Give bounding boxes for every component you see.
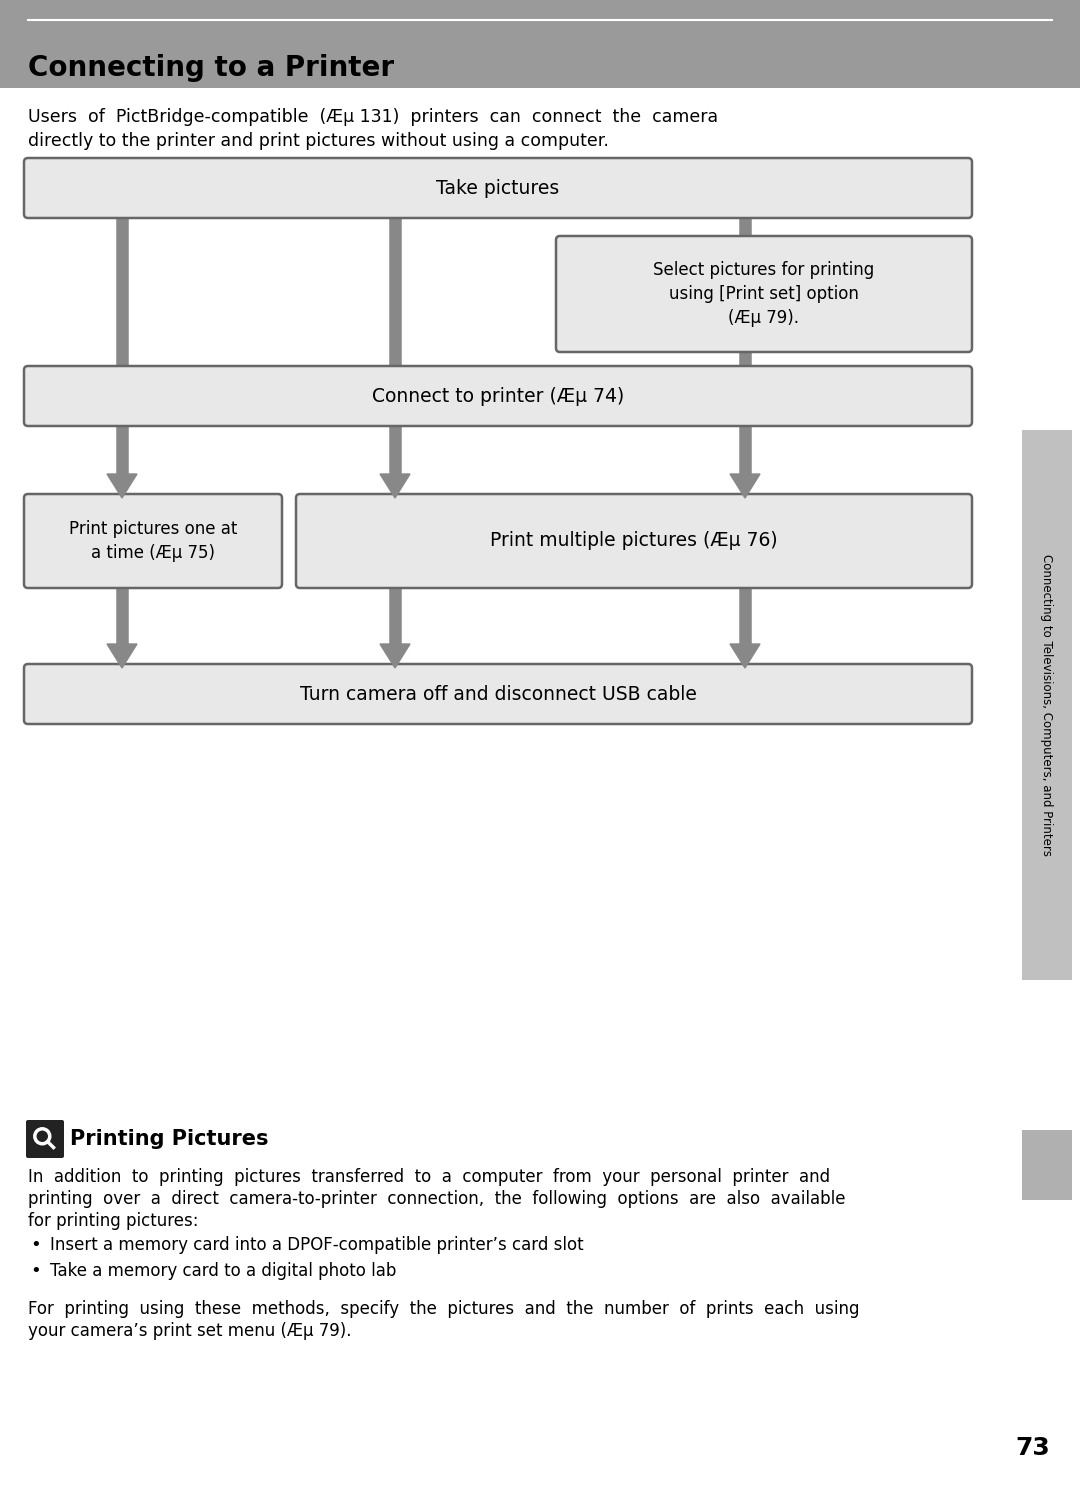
FancyBboxPatch shape [556, 236, 972, 352]
Polygon shape [730, 643, 760, 669]
Text: Print pictures one at
a time (Æµ 75): Print pictures one at a time (Æµ 75) [69, 520, 238, 562]
Text: printing  over  a  direct  camera-to-printer  connection,  the  following  optio: printing over a direct camera-to-printer… [28, 1190, 846, 1208]
Text: Connecting to Televisions, Computers, and Printers: Connecting to Televisions, Computers, an… [1040, 554, 1053, 856]
Text: your camera’s print set menu (Æµ 79).: your camera’s print set menu (Æµ 79). [28, 1323, 351, 1340]
Text: In  addition  to  printing  pictures  transferred  to  a  computer  from  your  : In addition to printing pictures transfe… [28, 1168, 831, 1186]
Text: directly to the printer and print pictures without using a computer.: directly to the printer and print pictur… [28, 132, 609, 150]
Text: Insert a memory card into a DPOF-compatible printer’s card slot: Insert a memory card into a DPOF-compati… [50, 1236, 583, 1254]
Bar [0, 0, 1080, 88]
Polygon shape [107, 474, 137, 498]
Polygon shape [380, 643, 410, 669]
Polygon shape [380, 474, 410, 498]
Text: Users  of  PictBridge-compatible  (Æµ 131)  printers  can  connect  the  camera: Users of PictBridge-compatible (Æµ 131) … [28, 108, 718, 126]
Polygon shape [107, 643, 137, 669]
Text: for printing pictures:: for printing pictures: [28, 1213, 199, 1230]
Text: Print multiple pictures (Æµ 76): Print multiple pictures (Æµ 76) [490, 532, 778, 550]
Text: •: • [30, 1236, 41, 1254]
FancyBboxPatch shape [24, 493, 282, 588]
Text: Select pictures for printing
using [Print set] option
(Æµ 79).: Select pictures for printing using [Prin… [653, 262, 875, 327]
FancyBboxPatch shape [296, 493, 972, 588]
Text: Printing Pictures: Printing Pictures [70, 1129, 269, 1149]
Text: Turn camera off and disconnect USB cable: Turn camera off and disconnect USB cable [299, 685, 697, 703]
FancyBboxPatch shape [26, 1120, 64, 1158]
Text: 73: 73 [1015, 1435, 1050, 1461]
Polygon shape [730, 474, 760, 498]
FancyBboxPatch shape [24, 158, 972, 218]
Text: Connect to printer (Æµ 74): Connect to printer (Æµ 74) [372, 386, 624, 406]
Text: Connecting to a Printer: Connecting to a Printer [28, 53, 394, 82]
FancyBboxPatch shape [24, 366, 972, 426]
Text: Take pictures: Take pictures [436, 178, 559, 198]
Text: Take a memory card to a digital photo lab: Take a memory card to a digital photo la… [50, 1262, 396, 1279]
Text: •: • [30, 1262, 41, 1279]
Bar [1022, 1129, 1072, 1201]
FancyBboxPatch shape [24, 664, 972, 724]
Bar [1022, 429, 1072, 979]
Text: For  printing  using  these  methods,  specify  the  pictures  and  the  number : For printing using these methods, specif… [28, 1300, 860, 1318]
